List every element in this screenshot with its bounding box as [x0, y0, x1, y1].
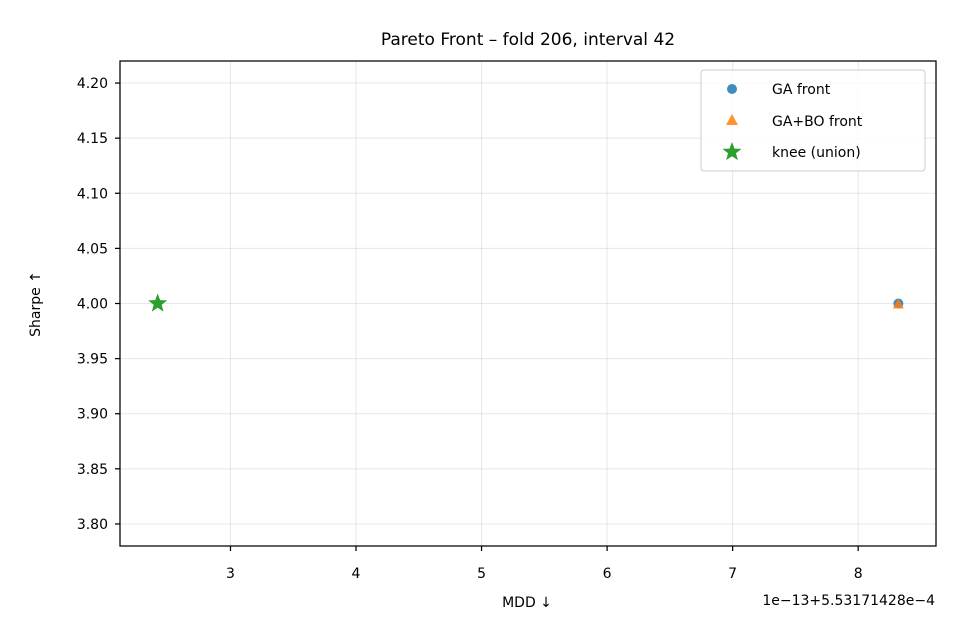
x-tick-label: 5 [477, 566, 486, 582]
y-axis-label: Sharpe ↑ [28, 271, 44, 337]
plot-frame [119, 60, 937, 547]
axis-ticks: 3 4 5 6 7 8 3.80 3.85 3.90 3.95 4.00 4.05 4.10 4.15 4.… [77, 76, 863, 582]
y-tick-label: 4.00 [77, 297, 108, 313]
x-axis-label: MDD ↓ [502, 595, 552, 611]
data-points [148, 293, 904, 312]
x-tick-label: 6 [603, 566, 612, 582]
legend-label-gabo: GA+BO front [772, 114, 863, 130]
legend-marker-triangle [726, 114, 738, 125]
y-tick-label: 4.20 [77, 76, 108, 92]
data-point-star [148, 293, 168, 312]
y-tick-label: 4.05 [77, 241, 108, 257]
legend-marker-circle [727, 84, 737, 94]
y-tick-label: 3.85 [77, 462, 108, 478]
data-point-triangle [892, 298, 904, 309]
legend: GA front GA+BO front knee (union) [700, 69, 926, 172]
legend-label-knee: knee (union) [772, 145, 861, 161]
x-offset-text: 1e−13+5.53171428e−4 [762, 593, 935, 609]
legend-box [700, 69, 926, 172]
x-tick-label: 3 [226, 566, 235, 582]
y-tick-label: 3.95 [77, 352, 108, 368]
legend-marker-star [722, 142, 742, 161]
y-tick-label: 3.80 [77, 517, 108, 533]
y-tick-label: 3.90 [77, 407, 108, 423]
x-tick-label: 7 [728, 566, 737, 582]
chart-title: Pareto Front – fold 206, interval 42 [381, 30, 675, 50]
legend-label-ga: GA front [772, 82, 831, 98]
x-tick-label: 8 [854, 566, 863, 582]
x-tick-label: 4 [352, 566, 361, 582]
y-tick-label: 4.10 [77, 186, 108, 202]
y-tick-label: 4.15 [77, 131, 108, 147]
